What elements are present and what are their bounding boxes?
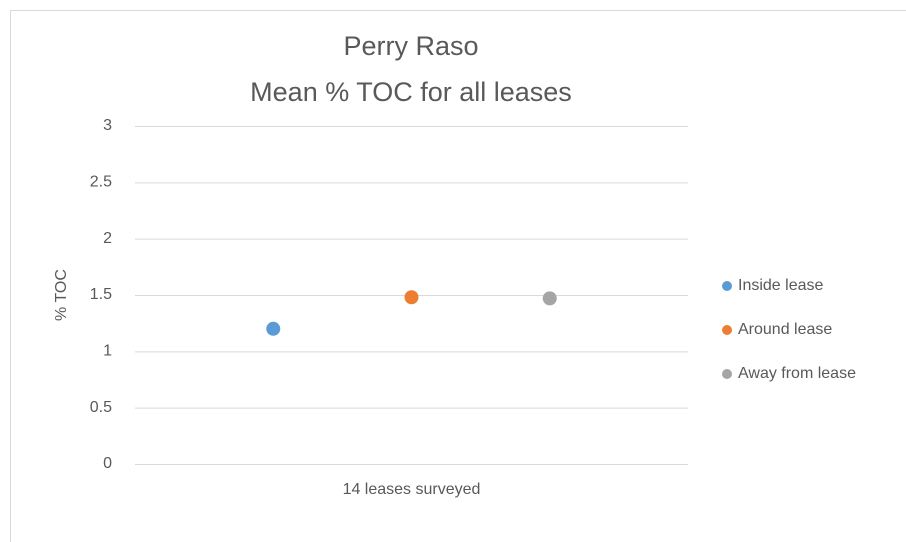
legend-marker xyxy=(722,281,732,291)
data-point xyxy=(266,321,281,336)
x-tick-label: 14 leases surveyed xyxy=(343,481,481,498)
data-point xyxy=(404,290,419,305)
y-tick-label: 0.5 xyxy=(90,399,112,416)
y-tick-label: 3 xyxy=(103,117,112,134)
y-tick-label: 1 xyxy=(103,343,112,360)
chart-subtitle: Mean % TOC for all leases xyxy=(250,77,572,107)
y-axis-label: % TOC xyxy=(53,269,70,321)
y-tick-label: 2.5 xyxy=(90,174,112,191)
chart-title: Perry Raso xyxy=(343,31,478,61)
y-tick-label: 1.5 xyxy=(90,286,112,303)
legend-label: Around lease xyxy=(738,321,832,338)
legend-label: Inside lease xyxy=(738,277,823,294)
y-tick-label: 2 xyxy=(103,230,112,247)
legend-label: Away from lease xyxy=(738,365,856,382)
legend-marker xyxy=(722,369,732,379)
chart-border xyxy=(10,10,906,542)
legend-marker xyxy=(722,325,732,335)
y-tick-label: 0 xyxy=(103,455,112,472)
data-point xyxy=(542,291,557,306)
